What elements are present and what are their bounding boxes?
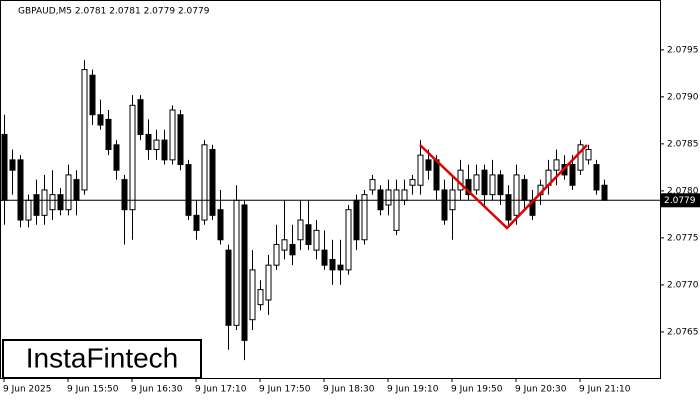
x-tick-label: 9 Jun 16:30	[131, 385, 183, 395]
candle-body	[73, 179, 80, 201]
x-tick-label: 9 Jun 21:10	[579, 385, 631, 395]
candle-body	[505, 194, 512, 221]
candle-body	[393, 189, 400, 231]
candle-body	[313, 229, 320, 251]
candle-body	[585, 149, 592, 161]
candle-body	[513, 174, 520, 216]
candle-body	[193, 214, 200, 231]
double-top-pattern	[419, 144, 588, 230]
candle-body	[89, 74, 96, 116]
candle-body	[465, 179, 472, 196]
candle-body	[473, 174, 480, 191]
candle-body	[49, 194, 56, 211]
candle-body	[1, 133, 8, 201]
candle-body	[577, 144, 584, 171]
candle-body	[369, 179, 376, 191]
candle-body	[321, 249, 328, 266]
candle-body	[185, 164, 192, 216]
candle-body	[113, 144, 120, 171]
candle-body	[137, 99, 144, 135]
candle-body	[177, 114, 184, 166]
y-tick-label: 2.0795	[667, 45, 699, 55]
plot-frame	[0, 0, 661, 379]
candle-body	[25, 199, 32, 221]
y-tick-label: 2.0775	[667, 233, 699, 243]
candle-body	[265, 264, 272, 301]
candle-body	[553, 159, 560, 171]
x-tick-label: 9 Jun 19:50	[451, 385, 503, 395]
candle-body	[233, 199, 240, 326]
x-tick-label: 9 Jun 18:30	[323, 385, 375, 395]
candle-body	[241, 204, 248, 341]
candle-body	[385, 189, 392, 206]
y-tick-label: 2.0785	[667, 139, 699, 149]
candle-body	[569, 164, 576, 186]
candle-body	[249, 269, 256, 321]
candle-body	[41, 189, 48, 216]
candle-body	[273, 243, 280, 266]
candle-body	[9, 159, 16, 171]
candle-body	[353, 199, 360, 241]
candle-body	[329, 259, 336, 271]
candle-body	[521, 179, 528, 201]
candle-body	[345, 209, 352, 271]
candle-body	[169, 109, 176, 161]
y-tick-label: 2.0770	[667, 280, 699, 290]
plot-layer: 2.0765 2.0770 2.0775 2.0780 2.0785 2.0790 2.07…	[0, 45, 700, 395]
candle-body	[257, 289, 264, 306]
y-tick-label: 2.0765	[667, 327, 699, 337]
candle-body	[105, 118, 112, 151]
last-price-box	[661, 193, 700, 208]
candle-body	[433, 159, 440, 191]
candle-body	[497, 174, 504, 196]
candle-body	[361, 194, 368, 241]
candle-body	[81, 69, 88, 191]
last-price-label: 2.0779	[664, 196, 696, 206]
candle-body	[129, 104, 136, 211]
candle-body	[153, 139, 160, 151]
x-tick-label: 9 Jun 17:50	[259, 385, 311, 395]
candle-body	[97, 114, 104, 126]
candle-body	[281, 239, 288, 251]
candle-body	[489, 174, 496, 196]
candle-body	[289, 243, 296, 256]
candle-body	[441, 189, 448, 221]
x-tick-label: 9 Jun 15:50	[67, 385, 119, 395]
y-tick-label: 2.0780	[667, 186, 699, 196]
candle-body	[417, 154, 424, 186]
candle-body	[217, 209, 224, 241]
y-tick-label: 2.0790	[667, 92, 699, 102]
logo-box	[2, 339, 202, 379]
x-tick-label: 9 Jun 17:10	[195, 385, 247, 395]
candle-body	[161, 139, 168, 161]
candle-body	[33, 194, 40, 216]
candle-body	[17, 159, 24, 221]
candle-body	[409, 179, 416, 186]
candle-body	[297, 219, 304, 241]
candle-body	[593, 164, 600, 191]
candle-body	[57, 194, 64, 211]
candle-body	[209, 149, 216, 216]
x-tick-label: 9 Jun 19:10	[387, 385, 439, 395]
chart-title: GBPAUD,M5 2.0781 2.0781 2.0779 2.0779	[18, 7, 210, 17]
candle-body	[145, 133, 152, 151]
candle-body	[601, 184, 608, 201]
candle-body	[425, 159, 432, 171]
logo: InstaFintech	[26, 342, 179, 373]
candle-body	[225, 249, 232, 326]
candle-body	[337, 264, 344, 271]
candle-body	[65, 174, 72, 211]
candle-body	[401, 189, 408, 201]
candle-body	[305, 224, 312, 245]
candle-body	[201, 144, 208, 221]
candle-body	[481, 169, 488, 196]
x-tick-label: 9 Jun 2025	[3, 385, 51, 395]
x-tick-label: 9 Jun 20:30	[515, 385, 567, 395]
candle-body	[121, 179, 128, 211]
